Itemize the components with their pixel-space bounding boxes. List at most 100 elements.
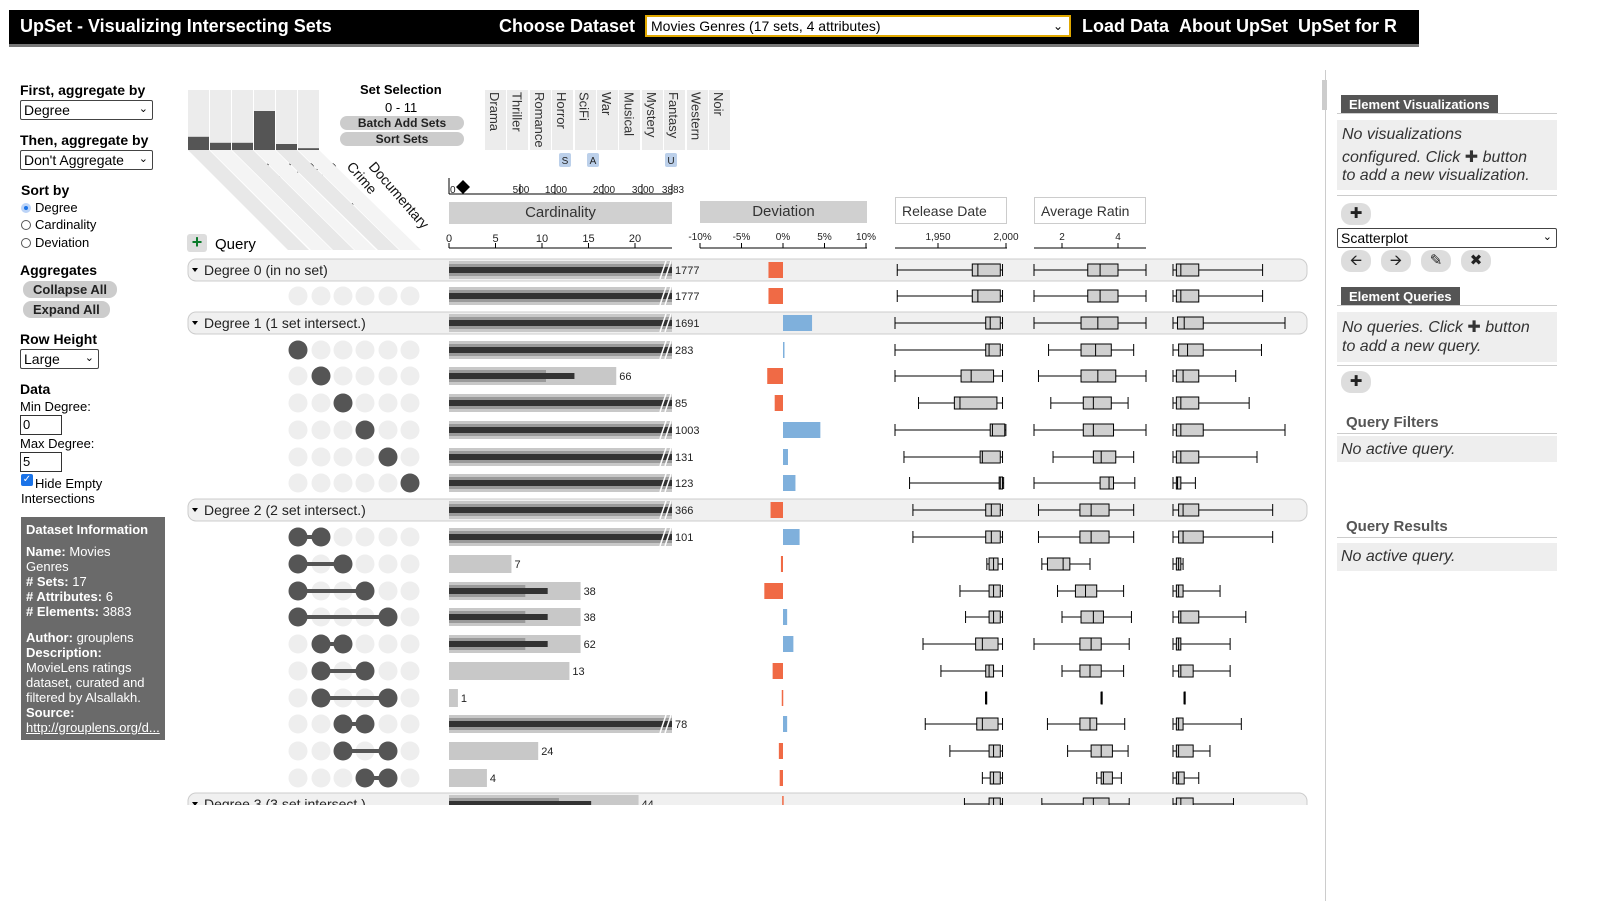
set-dot[interactable]	[311, 741, 331, 761]
add-visualization-button[interactable]: ✚	[1341, 203, 1371, 225]
unused-set-column[interactable]	[529, 90, 551, 150]
deviation-bar[interactable]	[764, 583, 783, 599]
arrow-right-icon[interactable]: 🡪	[1381, 250, 1411, 272]
set-dot[interactable]	[400, 286, 420, 306]
average-rating-header[interactable]: Average Ratin	[1034, 197, 1146, 224]
unused-set-column[interactable]	[641, 90, 663, 150]
set-marker[interactable]	[559, 153, 571, 167]
set-dot[interactable]	[378, 554, 398, 574]
set-size-column[interactable]	[298, 90, 319, 150]
set-dot[interactable]	[288, 420, 308, 440]
deviation-bar[interactable]	[783, 609, 788, 625]
set-size-column[interactable]	[232, 90, 253, 150]
deviation-bar[interactable]	[783, 449, 788, 465]
deviation-header[interactable]: Deviation	[700, 201, 867, 223]
set-dot[interactable]	[333, 340, 353, 360]
set-dot[interactable]	[355, 634, 375, 654]
set-dot[interactable]	[333, 768, 353, 788]
close-circle-icon[interactable]: ✖	[1461, 250, 1491, 272]
set-dot[interactable]	[400, 714, 420, 734]
set-dot[interactable]	[311, 286, 331, 306]
hide-empty-checkbox[interactable]: ✓	[21, 474, 33, 486]
set-marker[interactable]	[587, 153, 599, 167]
load-data-link[interactable]: Load Data	[1082, 16, 1170, 36]
unused-set-column[interactable]	[574, 90, 596, 150]
deviation-bar[interactable]	[783, 529, 800, 545]
set-marker[interactable]	[665, 153, 677, 167]
set-dot[interactable]	[288, 661, 308, 681]
collapse-caret-icon[interactable]	[192, 508, 198, 512]
set-dot[interactable]	[333, 286, 353, 306]
set-dot[interactable]	[288, 447, 308, 467]
set-dot[interactable]	[400, 607, 420, 627]
deviation-bar[interactable]	[767, 368, 783, 384]
sort-deviation-radio[interactable]: Deviation	[21, 235, 89, 250]
set-dot[interactable]	[333, 527, 353, 547]
set-dot[interactable]	[333, 366, 353, 386]
deviation-bar[interactable]	[780, 556, 783, 572]
unused-set-column[interactable]	[507, 90, 529, 150]
set-dot[interactable]	[355, 286, 375, 306]
dataset-select[interactable]: Movies Genres (17 sets, 4 attributes) ⌄	[645, 15, 1071, 37]
then-aggregate-select[interactable]: Don't Aggregate ⌄	[20, 150, 153, 170]
deviation-bar[interactable]	[768, 288, 783, 304]
set-dot[interactable]	[288, 393, 308, 413]
set-size-column[interactable]	[210, 90, 231, 150]
set-dot[interactable]	[288, 741, 308, 761]
about-upset-link[interactable]: About UpSet	[1179, 16, 1288, 36]
set-dot[interactable]	[311, 447, 331, 467]
scale-handle[interactable]	[456, 180, 470, 194]
set-dot[interactable]	[311, 420, 331, 440]
set-dot[interactable]	[378, 366, 398, 386]
set-dot[interactable]	[378, 527, 398, 547]
unused-set-column[interactable]	[686, 90, 708, 150]
set-dot[interactable]	[355, 447, 375, 467]
add-query-button[interactable]: ✚	[1341, 371, 1371, 393]
set-dot[interactable]	[400, 581, 420, 601]
set-dot[interactable]	[378, 393, 398, 413]
unused-set-column[interactable]	[664, 90, 686, 150]
set-dot-active[interactable]	[333, 393, 353, 413]
set-dot[interactable]	[378, 286, 398, 306]
expand-all-button[interactable]: Expand All	[23, 301, 110, 318]
element-visualizations-tab[interactable]: Element Visualizations	[1341, 95, 1498, 114]
set-dot[interactable]	[355, 366, 375, 386]
cardinality-header[interactable]: Cardinality	[449, 202, 672, 224]
set-dot[interactable]	[355, 393, 375, 413]
batch-add-sets-button[interactable]: Batch Add Sets	[340, 116, 464, 130]
row-height-select[interactable]: Large ⌄	[20, 349, 99, 369]
set-dot-active[interactable]	[355, 420, 375, 440]
set-dot[interactable]	[333, 473, 353, 493]
set-dot[interactable]	[378, 473, 398, 493]
element-queries-tab[interactable]: Element Queries	[1341, 287, 1460, 306]
set-dot[interactable]	[400, 768, 420, 788]
sort-degree-radio[interactable]: Degree	[21, 200, 78, 215]
set-dot[interactable]	[333, 420, 353, 440]
set-dot[interactable]	[355, 527, 375, 547]
max-degree-input[interactable]: 5	[20, 452, 62, 472]
set-dot-active[interactable]	[288, 340, 308, 360]
set-dot[interactable]	[355, 473, 375, 493]
deviation-bar[interactable]	[779, 770, 783, 786]
add-query-icon[interactable]: +	[187, 233, 207, 252]
set-dot[interactable]	[400, 634, 420, 654]
set-dot[interactable]	[288, 714, 308, 734]
deviation-bar[interactable]	[783, 315, 813, 331]
unused-set-column[interactable]	[485, 90, 506, 150]
cardinality-bar[interactable]	[449, 662, 570, 680]
collapse-caret-icon[interactable]	[192, 802, 198, 805]
deviation-bar[interactable]	[783, 422, 821, 438]
collapse-caret-icon[interactable]	[192, 268, 198, 272]
set-dot[interactable]	[400, 554, 420, 574]
unused-set-column[interactable]	[597, 90, 618, 150]
deviation-bar[interactable]	[768, 262, 783, 278]
visualization-type-select[interactable]: Scatterplot ⌄	[1337, 228, 1557, 248]
collapse-all-button[interactable]: Collapse All	[23, 281, 117, 298]
sort-cardinality-radio[interactable]: Cardinality	[21, 217, 96, 232]
collapse-caret-icon[interactable]	[192, 321, 198, 325]
cardinality-bar[interactable]	[449, 555, 512, 573]
set-dot[interactable]	[355, 340, 375, 360]
set-dot-active[interactable]	[400, 473, 420, 493]
set-dot[interactable]	[288, 286, 308, 306]
deviation-bar[interactable]	[781, 690, 784, 706]
